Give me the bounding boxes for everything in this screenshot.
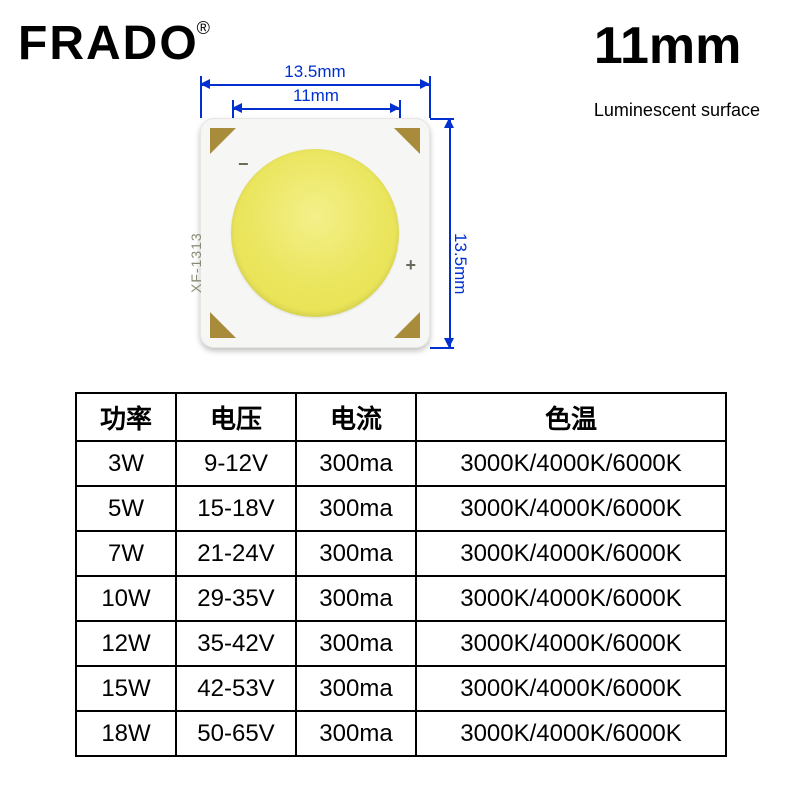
table-header-row: 功率 电压 电流 色温 (76, 393, 726, 441)
table-row: 10W 29-35V 300ma 3000K/4000K/6000K (76, 576, 726, 621)
dim-label: 13.5mm (450, 233, 470, 294)
dim-label: 13.5mm (200, 62, 430, 82)
col-voltage: 电压 (176, 393, 296, 441)
table-row: 15W 42-53V 300ma 3000K/4000K/6000K (76, 666, 726, 711)
polarity-plus: + (405, 255, 416, 276)
headline-subtitle: Luminescent surface (594, 100, 760, 121)
table-row: 12W 35-42V 300ma 3000K/4000K/6000K (76, 621, 726, 666)
col-current: 电流 (296, 393, 416, 441)
col-power: 功率 (76, 393, 176, 441)
cell-color: 3000K/4000K/6000K (416, 576, 726, 621)
arrow-down-icon (444, 338, 454, 348)
contact-pad-icon (394, 312, 420, 338)
led-chip: − + XF-1313 (200, 118, 430, 348)
cell-color: 3000K/4000K/6000K (416, 666, 726, 711)
cell-color: 3000K/4000K/6000K (416, 441, 726, 486)
registered-mark: ® (197, 18, 210, 39)
cell-curr: 300ma (296, 711, 416, 756)
spec-table: 功率 电压 电流 色温 3W 9-12V 300ma 3000K/4000K/6… (75, 392, 727, 757)
contact-pad-icon (210, 312, 236, 338)
headline-size: 11mm (594, 20, 760, 72)
cell-curr: 300ma (296, 576, 416, 621)
headline-block: 11mm Luminescent surface (594, 20, 760, 121)
cell-power: 15W (76, 666, 176, 711)
chip-model-label: XF-1313 (188, 232, 204, 293)
cell-volt: 50-65V (176, 711, 296, 756)
cell-curr: 300ma (296, 441, 416, 486)
cell-color: 3000K/4000K/6000K (416, 531, 726, 576)
cell-power: 7W (76, 531, 176, 576)
cell-volt: 42-53V (176, 666, 296, 711)
cell-power: 18W (76, 711, 176, 756)
contact-pad-icon (394, 128, 420, 154)
cell-power: 10W (76, 576, 176, 621)
dimension-inner-width: 11mm (232, 100, 400, 118)
cell-power: 5W (76, 486, 176, 531)
cell-volt: 35-42V (176, 621, 296, 666)
brand-logo: FRADO ® (18, 20, 212, 68)
led-emitting-surface (231, 149, 399, 317)
logo-text: FRADO (18, 20, 199, 68)
cell-curr: 300ma (296, 666, 416, 711)
table-row: 7W 21-24V 300ma 3000K/4000K/6000K (76, 531, 726, 576)
cell-color: 3000K/4000K/6000K (416, 621, 726, 666)
cell-color: 3000K/4000K/6000K (416, 486, 726, 531)
led-diagram: 13.5mm 11mm − + XF-1313 13.5mm (160, 70, 490, 370)
cell-curr: 300ma (296, 486, 416, 531)
cell-volt: 9-12V (176, 441, 296, 486)
cell-curr: 300ma (296, 621, 416, 666)
contact-pad-icon (210, 128, 236, 154)
table-row: 18W 50-65V 300ma 3000K/4000K/6000K (76, 711, 726, 756)
dimension-height: 13.5mm (440, 118, 460, 348)
table-row: 5W 15-18V 300ma 3000K/4000K/6000K (76, 486, 726, 531)
cell-color: 3000K/4000K/6000K (416, 711, 726, 756)
cell-power: 12W (76, 621, 176, 666)
cell-curr: 300ma (296, 531, 416, 576)
polarity-minus: − (238, 154, 249, 175)
cell-volt: 15-18V (176, 486, 296, 531)
table-body: 3W 9-12V 300ma 3000K/4000K/6000K 5W 15-1… (76, 441, 726, 756)
dim-label: 11mm (232, 86, 400, 106)
dim-line (232, 108, 400, 110)
cell-power: 3W (76, 441, 176, 486)
cell-volt: 21-24V (176, 531, 296, 576)
cell-volt: 29-35V (176, 576, 296, 621)
table-row: 3W 9-12V 300ma 3000K/4000K/6000K (76, 441, 726, 486)
col-colortemp: 色温 (416, 393, 726, 441)
arrow-up-icon (444, 118, 454, 128)
